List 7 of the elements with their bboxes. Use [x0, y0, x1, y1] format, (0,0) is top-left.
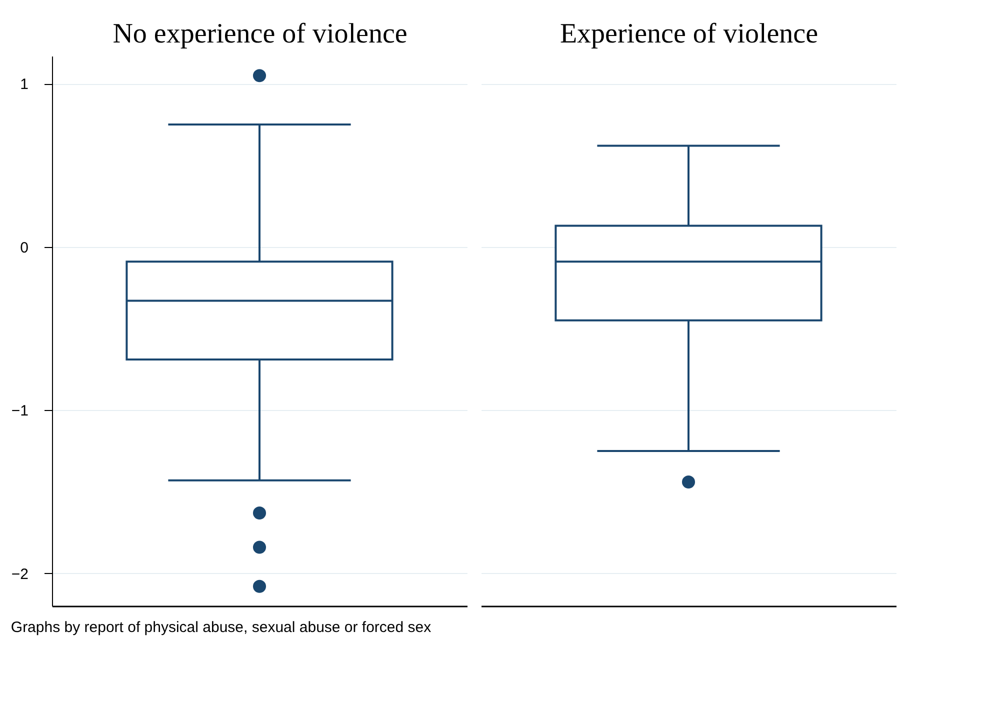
y-tick-label: 1 [20, 76, 28, 94]
y-tick-label: −1 [11, 402, 28, 420]
x-tick-label: No experience of violence [112, 18, 408, 50]
text: Graphs by report of physical abuse, sexual abuse or forced sex [10, 619, 432, 636]
y-tick-label: 0 [20, 239, 28, 256]
x-tick-label: Experience of violence [560, 18, 818, 50]
y-tick-label: −2 [11, 566, 28, 583]
